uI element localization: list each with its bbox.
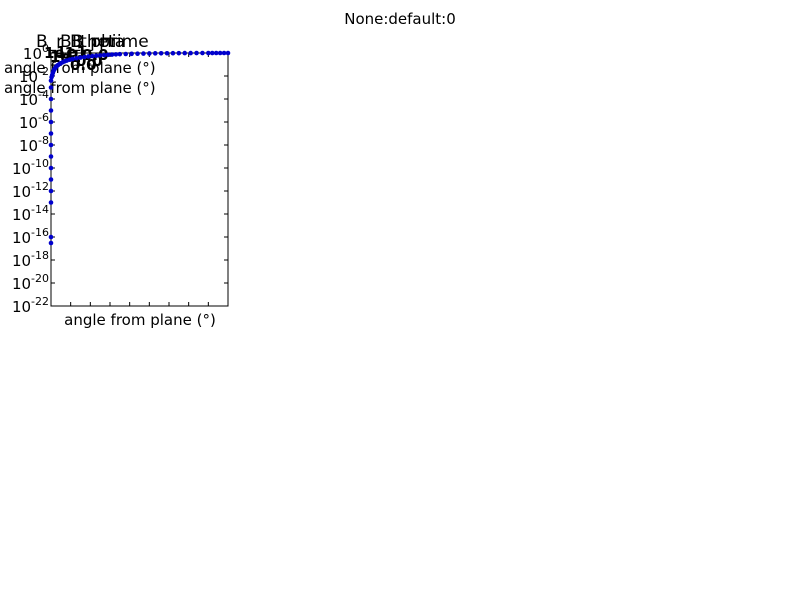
data-point	[217, 50, 223, 56]
overlap-ylabel: angle from plane (°)	[4, 59, 156, 77]
y-tick-label: 10-6	[19, 111, 49, 132]
tick-group: 10010-210-410-610-810-1010-1210-1410-161…	[12, 42, 229, 316]
overlapping-ylabels: angle from plane (°) angle from plane (°…	[4, 59, 156, 97]
data-point	[48, 200, 54, 205]
y-tick-label: 10-14	[12, 203, 49, 224]
subplot-title-btheta: B_theta	[60, 32, 125, 52]
y-tick-label: 10-22	[12, 295, 49, 316]
y-tick-label: 10-8	[19, 134, 49, 155]
figure-suptitle: None:default:0	[344, 10, 456, 28]
data-point	[90, 53, 95, 59]
data-point	[109, 52, 115, 57]
data-point	[225, 50, 231, 56]
y-tick-label: 10-2	[19, 65, 49, 86]
data-point	[164, 50, 170, 56]
data-point	[221, 50, 227, 56]
data-point	[105, 52, 111, 58]
subplot-title-br: B_r	[36, 32, 63, 52]
data-point	[48, 234, 54, 240]
data-point	[97, 53, 103, 58]
data-point	[48, 188, 54, 194]
data-point	[93, 53, 99, 59]
y-tick-label: 10-16	[12, 226, 49, 247]
data-point	[129, 51, 134, 57]
data-point	[48, 240, 54, 246]
data-point	[48, 96, 54, 102]
data-point	[78, 55, 83, 60]
data-point	[48, 177, 54, 182]
data-point	[135, 51, 140, 56]
data-point	[194, 50, 199, 56]
subplot-title-brprime: B_rprime	[72, 32, 149, 52]
data-point	[206, 50, 211, 56]
data-point	[113, 52, 119, 57]
data-point	[101, 52, 107, 58]
data-point	[48, 154, 54, 159]
data-point	[74, 55, 79, 61]
y-tick-label: 10-10	[12, 157, 49, 178]
y-tick-label: 10-20	[12, 272, 49, 293]
data-point	[48, 165, 54, 171]
overlap-ylabel: angle from plane (°)	[4, 79, 156, 97]
data-point	[170, 50, 176, 56]
y-tick-label: 10-4	[19, 88, 49, 109]
data-point	[48, 78, 54, 83]
data-point	[117, 51, 123, 57]
y-tick-label: 10-18	[12, 249, 49, 270]
plot-area: 10010-210-410-610-810-1010-1210-1410-161…	[12, 42, 231, 316]
data-point	[48, 108, 54, 113]
data-point	[158, 51, 164, 56]
data-point	[213, 50, 219, 56]
data-point	[188, 50, 193, 56]
data-point	[48, 131, 54, 136]
data-point	[182, 50, 188, 56]
y-tick-label: 10-12	[12, 180, 49, 201]
data-point	[82, 54, 87, 60]
data-point	[200, 50, 205, 56]
data-point	[48, 85, 54, 90]
y-tick-label: 100	[23, 42, 49, 63]
data-point	[152, 51, 158, 56]
x-axis-label: angle from plane (°)	[64, 311, 216, 329]
data-point	[48, 142, 54, 148]
data-point	[147, 51, 152, 56]
data-point	[176, 50, 182, 56]
data-point	[70, 56, 75, 62]
data-point	[209, 50, 215, 56]
data-point	[141, 51, 146, 56]
data-point	[48, 119, 54, 125]
series-group	[48, 50, 231, 246]
data-point	[86, 54, 91, 59]
data-point	[123, 51, 129, 57]
subplot-title-bphi: B_phi	[70, 32, 116, 52]
overlapping-subplot-titles: B_r B_phi B_theta B_rprime	[36, 32, 149, 52]
